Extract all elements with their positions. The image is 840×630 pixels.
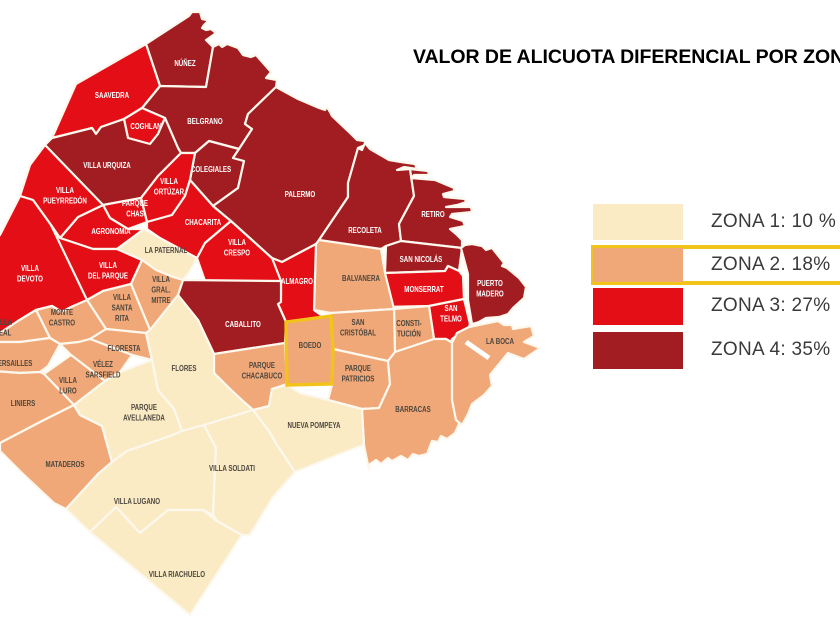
svg-text:VILLA LUGANO: VILLA LUGANO (114, 496, 160, 506)
svg-text:MONSERRAT: MONSERRAT (404, 284, 444, 294)
svg-text:VILLA: VILLA (160, 176, 178, 186)
svg-text:DEVOTO: DEVOTO (17, 273, 43, 283)
svg-text:PARQUE: PARQUE (131, 402, 157, 412)
svg-text:TUCIÓN: TUCIÓN (397, 328, 421, 338)
svg-text:LINIERS: LINIERS (11, 398, 35, 408)
svg-text:VILLA: VILLA (0, 317, 12, 327)
svg-text:MONTE: MONTE (51, 307, 73, 317)
svg-text:BOEDO: BOEDO (299, 340, 322, 350)
svg-text:CASTRO: CASTRO (49, 317, 75, 327)
svg-text:AGRONOMÍA: AGRONOMÍA (91, 226, 131, 236)
svg-text:PARQUE: PARQUE (122, 198, 148, 208)
svg-text:CONSTI-: CONSTI- (396, 318, 422, 328)
svg-text:PATRICIOS: PATRICIOS (342, 373, 375, 383)
svg-text:NÚÑEZ: NÚÑEZ (174, 58, 196, 68)
svg-text:VILLA: VILLA (99, 260, 117, 270)
svg-text:PUEYRREDÓN: PUEYRREDÓN (43, 195, 87, 205)
svg-text:ORTÚZAR: ORTÚZAR (154, 186, 185, 196)
svg-text:CHAS: CHAS (126, 208, 144, 218)
svg-text:SAAVEDRA: SAAVEDRA (95, 90, 130, 100)
svg-text:VILLA URQUIZA: VILLA URQUIZA (83, 160, 131, 170)
svg-text:LA PATERNAL: LA PATERNAL (145, 245, 188, 255)
svg-text:PALERMO: PALERMO (285, 189, 316, 199)
svg-text:SARSFIELD: SARSFIELD (85, 369, 121, 379)
svg-text:SAN NICOLÁS: SAN NICOLÁS (400, 254, 443, 264)
svg-text:CRESPO: CRESPO (224, 247, 250, 257)
svg-text:VILLA SOLDATI: VILLA SOLDATI (209, 463, 255, 473)
svg-text:VILLA: VILLA (228, 237, 246, 247)
svg-text:FLORESTA: FLORESTA (108, 343, 141, 353)
svg-text:PUERTO: PUERTO (477, 278, 503, 288)
svg-text:VILLA RIACHUELO: VILLA RIACHUELO (149, 569, 205, 579)
svg-text:VILLA: VILLA (56, 185, 74, 195)
svg-text:CABALLITO: CABALLITO (225, 319, 261, 329)
svg-text:RITA: RITA (115, 313, 129, 323)
svg-text:COLEGIALES: COLEGIALES (191, 164, 231, 174)
svg-text:CHACARITA: CHACARITA (185, 217, 222, 227)
svg-text:NUEVA POMPEYA: NUEVA POMPEYA (287, 420, 341, 430)
svg-text:SAN: SAN (351, 317, 364, 327)
svg-text:SANTA: SANTA (112, 302, 133, 312)
svg-text:TELMO: TELMO (440, 313, 462, 323)
svg-text:LURO: LURO (59, 385, 77, 395)
svg-text:PARQUE: PARQUE (249, 360, 275, 370)
svg-text:PARQUE: PARQUE (345, 363, 371, 373)
svg-text:SAN: SAN (444, 303, 457, 313)
svg-text:MADERO: MADERO (476, 288, 504, 298)
svg-text:VILLA: VILLA (152, 274, 170, 284)
svg-text:CRISTÓBAL: CRISTÓBAL (340, 327, 376, 337)
svg-text:ALMAGRO: ALMAGRO (281, 276, 313, 286)
svg-text:VERSAILLES: VERSAILLES (0, 358, 32, 368)
svg-text:GRAL.: GRAL. (151, 284, 170, 294)
svg-text:VÉLEZ: VÉLEZ (93, 359, 113, 369)
svg-text:LA BOCA: LA BOCA (486, 336, 514, 346)
svg-text:VILLA: VILLA (113, 292, 131, 302)
svg-text:RETIRO: RETIRO (421, 209, 445, 219)
svg-text:RECOLETA: RECOLETA (348, 225, 382, 235)
svg-text:VILLA: VILLA (21, 263, 39, 273)
svg-text:VILLA: VILLA (59, 375, 77, 385)
svg-text:AVELLANEDA: AVELLANEDA (123, 412, 165, 422)
svg-text:MITRE: MITRE (151, 295, 170, 305)
svg-text:COGHLAN: COGHLAN (130, 121, 161, 131)
svg-text:FLORES: FLORES (171, 363, 196, 373)
svg-text:BELGRANO: BELGRANO (187, 116, 223, 126)
svg-text:CHACABUCO: CHACABUCO (242, 370, 283, 380)
svg-text:BALVANERA: BALVANERA (342, 273, 380, 283)
svg-text:REAL: REAL (0, 327, 12, 337)
svg-text:DEL PARQUE: DEL PARQUE (88, 270, 128, 280)
svg-text:BARRACAS: BARRACAS (395, 404, 430, 414)
svg-text:MATADEROS: MATADEROS (46, 459, 85, 469)
